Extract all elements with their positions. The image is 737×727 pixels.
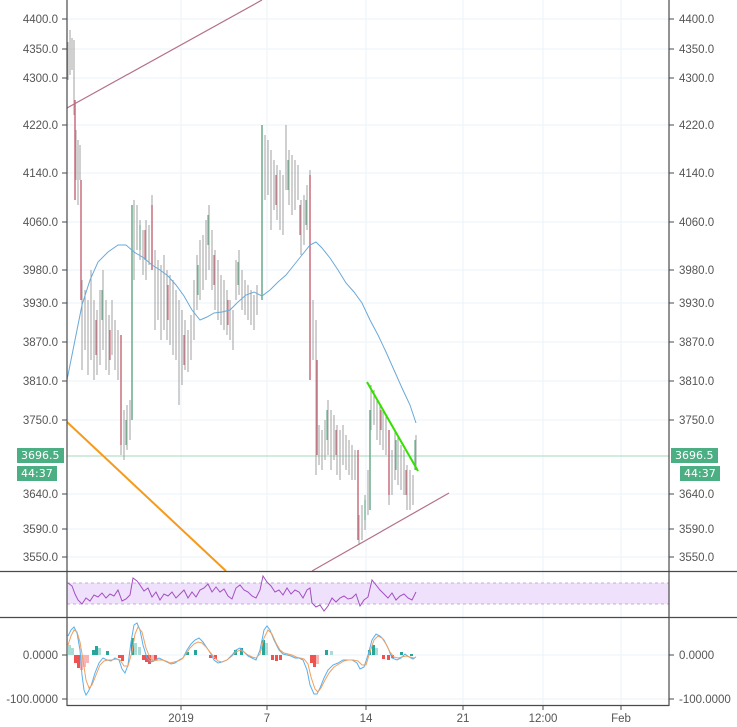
time-tick: Feb	[611, 713, 631, 725]
macd-axis-right: 0.0000 -100.0000	[669, 650, 731, 706]
macd-neg-label-right: -100.0000	[679, 694, 731, 706]
last-price-tag-right: 3696.5	[671, 448, 718, 463]
macd-zero-label-left: 0.0000	[23, 650, 58, 662]
macd-zero-label-right: 0.0000	[679, 650, 714, 662]
time-tick: 14	[360, 713, 373, 725]
price-tick-right: 4400.0	[679, 14, 714, 26]
price-tick-left: 3550.0	[23, 552, 58, 564]
price-tick-right: 3930.0	[679, 298, 714, 310]
price-tick-left: 3810.0	[23, 376, 58, 388]
price-tick-right: 3980.0	[679, 265, 714, 277]
price-tick-right: 4300.0	[679, 73, 714, 85]
price-tick-left: 3640.0	[23, 489, 58, 501]
price-tick-left: 3750.0	[23, 415, 58, 427]
price-tick-left: 4220.0	[23, 120, 58, 132]
last-price-tag-left: 3696.5	[17, 448, 64, 463]
rsi-pane	[67, 574, 669, 612]
price-tick-left: 4300.0	[23, 73, 58, 85]
macd-pane	[67, 622, 417, 697]
price-tick-left: 3870.0	[23, 337, 58, 349]
time-tick: 21	[457, 713, 470, 725]
price-tick-left: 3590.0	[23, 524, 58, 536]
price-tick-left: 4350.0	[23, 44, 58, 56]
time-tick: 7	[264, 713, 270, 725]
price-tick-right: 3550.0	[679, 552, 714, 564]
price-tick-right: 4140.0	[679, 168, 714, 180]
left-price-axis: 4400.0 4350.0 4300.0 4220.0 4140.0 4060.0 3980…	[23, 14, 67, 564]
moving-average-line	[66, 241, 417, 424]
time-tick: 12:00	[529, 713, 558, 725]
signal-line	[67, 626, 417, 693]
countdown-tag-right: 44:37	[680, 466, 720, 481]
right-price-axis: 4400.0 4350.0 4300.0 4220.0 4140.0 4060.0 3980…	[669, 14, 714, 564]
price-tick-left: 4400.0	[23, 14, 58, 26]
price-tick-right: 4060.0	[679, 217, 714, 229]
lower-support-trendline	[311, 492, 450, 572]
price-tick-left: 3980.0	[23, 265, 58, 277]
macd-histogram	[68, 638, 413, 670]
price-tick-right: 4350.0	[679, 44, 714, 56]
price-tick-right: 3810.0	[679, 376, 714, 388]
macd-axis-left: 0.0000 -100.0000	[6, 650, 67, 706]
green-channel-line	[366, 381, 419, 472]
price-tick-left: 4060.0	[23, 217, 58, 229]
upper-resistance-trendline	[66, 0, 263, 109]
trendlines[interactable]	[66, 0, 450, 572]
macd-line	[67, 622, 417, 697]
price-tick-right: 3750.0	[679, 415, 714, 427]
axes	[0, 0, 737, 707]
orange-downtrend-line	[66, 421, 227, 572]
price-tick-right: 3640.0	[679, 489, 714, 501]
macd-neg-label-left: -100.0000	[6, 694, 58, 706]
time-axis: 2019 7 14 21 12:00 Feb	[168, 705, 631, 725]
grid	[67, 0, 669, 705]
price-tick-left: 3930.0	[23, 298, 58, 310]
countdown-tag-left: 44:37	[17, 466, 57, 481]
price-tick-left: 4140.0	[23, 168, 58, 180]
candlesticks	[67, 30, 417, 545]
rsi-line	[67, 574, 417, 612]
time-tick: 2019	[168, 713, 194, 725]
price-tick-right: 3590.0	[679, 524, 714, 536]
price-tick-right: 3870.0	[679, 337, 714, 349]
price-tick-right: 4220.0	[679, 120, 714, 132]
